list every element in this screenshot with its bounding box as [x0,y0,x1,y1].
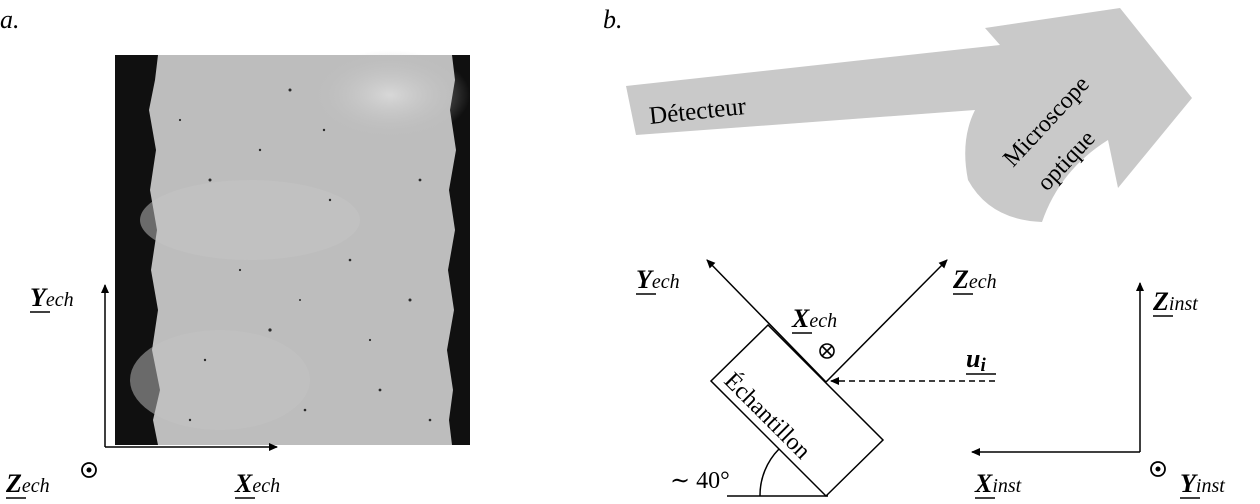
angle-arc [759,448,780,497]
out-of-plane-symbol-z-ech [81,462,97,478]
axis-x-ech-label: Xech [234,469,280,498]
axis-y-ech-label-b: Yech [636,265,680,294]
axis-z-ech-label: Zech [5,469,50,498]
axis-x-ech-label-b: Xech [791,304,837,333]
axis-z-ech-label-b: Zech [952,265,997,294]
axis-y-ech-label: Yech [30,283,74,312]
into-plane-symbol-x-ech [819,343,835,359]
optics-shape [626,8,1192,222]
angle-label: ∼ 40° [670,468,730,494]
out-of-plane-symbol-y-inst [1150,461,1166,477]
panel-b-label: b. [603,5,623,34]
axis-z-ech-arrow-b [825,259,948,383]
axis-y-inst-label: Yinst [1180,469,1225,498]
sample-micrograph [115,50,470,445]
beam-label: ui [966,344,986,376]
axis-z-inst-label: Zinst [1152,287,1198,316]
axis-y-ech-arrow-b [706,259,827,383]
panel-a-label: a. [0,5,20,34]
axis-x-inst-label: Xinst [974,469,1022,498]
